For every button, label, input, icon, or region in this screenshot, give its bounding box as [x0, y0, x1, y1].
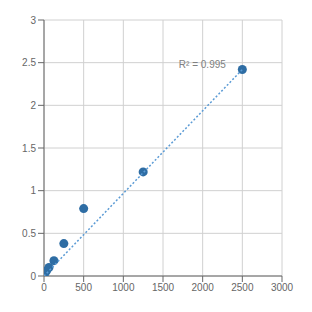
svg-text:1.5: 1.5	[22, 143, 36, 154]
svg-text:2000: 2000	[192, 282, 215, 293]
svg-text:500: 500	[75, 282, 92, 293]
svg-text:1000: 1000	[112, 282, 135, 293]
svg-text:1500: 1500	[152, 282, 175, 293]
svg-text:2.5: 2.5	[22, 57, 36, 68]
svg-text:R² = 0.995: R² = 0.995	[179, 59, 226, 70]
svg-text:3000: 3000	[271, 282, 294, 293]
svg-text:1: 1	[30, 185, 36, 196]
svg-text:3: 3	[30, 15, 36, 26]
svg-text:0: 0	[30, 271, 36, 282]
svg-text:0: 0	[41, 282, 47, 293]
svg-text:0.5: 0.5	[22, 228, 36, 239]
svg-text:2500: 2500	[231, 282, 254, 293]
svg-text:2: 2	[30, 100, 36, 111]
